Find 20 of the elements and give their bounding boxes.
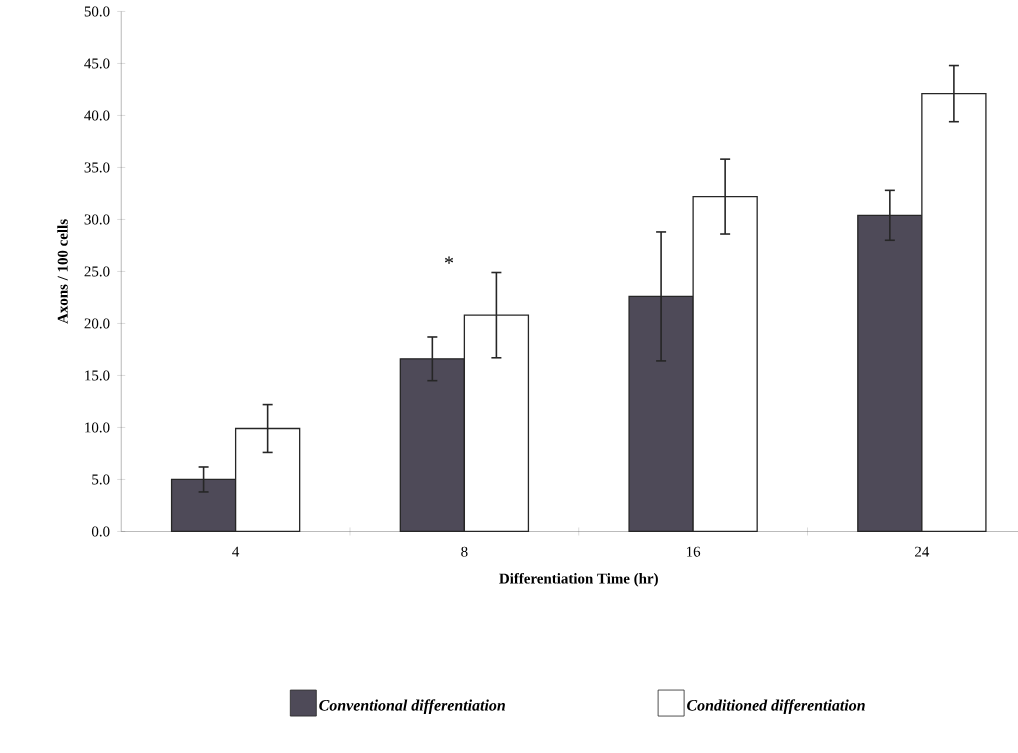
legend-label: Conditioned differentiation <box>687 699 865 714</box>
y-tick-label: 40.0 <box>84 110 110 121</box>
y-tick-label: 5.0 <box>92 474 110 485</box>
y-tick-label: 50.0 <box>84 6 110 17</box>
y-tick-label: 25.0 <box>84 266 110 277</box>
y-tick-label: 35.0 <box>84 162 110 173</box>
y-tick-label: 15.0 <box>85 370 110 381</box>
x-tick-label: 8 <box>461 546 468 557</box>
x-axis-title: Differentiation Time (hr) <box>499 572 658 587</box>
y-tick-label: 0.0 <box>91 526 110 537</box>
x-tick-label: 24 <box>915 546 930 557</box>
y-tick-label: 10.0 <box>85 422 110 433</box>
x-tick-label: 16 <box>686 546 701 557</box>
y-tick-label: 45.0 <box>84 58 110 69</box>
annotation: * <box>444 256 454 264</box>
legend-label: Conventional differentiation <box>319 699 505 714</box>
y-axis-title: Axons / 100 cells <box>57 219 68 324</box>
y-tick-label: 30.0 <box>84 214 110 225</box>
y-tick-label: 20.0 <box>84 318 110 329</box>
x-tick-label: 4 <box>232 546 240 557</box>
